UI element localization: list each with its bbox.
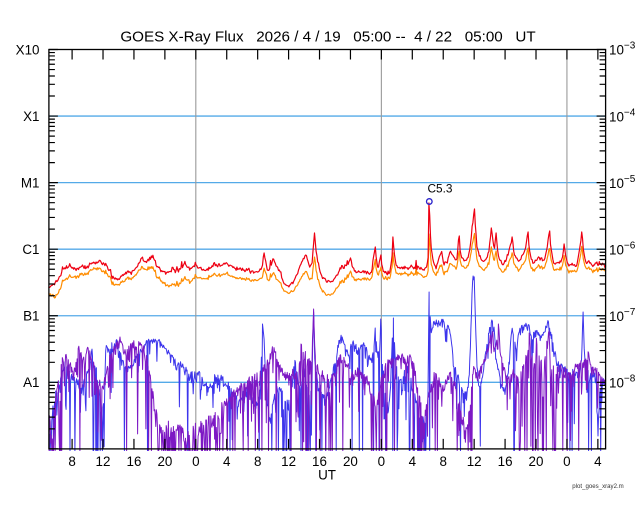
svg-text:4: 4 [223, 454, 231, 469]
svg-text:20: 20 [343, 454, 358, 469]
svg-text:16: 16 [312, 454, 327, 469]
svg-text:8: 8 [439, 454, 446, 469]
svg-text:16: 16 [127, 454, 142, 469]
svg-text:0: 0 [563, 454, 570, 469]
svg-text:16: 16 [498, 454, 513, 469]
svg-text:UT: UT [318, 468, 336, 483]
svg-text:A1: A1 [23, 375, 39, 390]
svg-text:8: 8 [254, 454, 261, 469]
svg-text:B1: B1 [23, 309, 39, 324]
svg-text:X1: X1 [23, 109, 39, 124]
svg-text:12: 12 [96, 454, 111, 469]
svg-text:GOES X-Ray Flux 2026 / 4 / 1: GOES X-Ray Flux 2026 / 4 / 19 05:00 -- 4… [120, 29, 535, 46]
svg-text:0: 0 [192, 454, 199, 469]
svg-text:20: 20 [157, 454, 172, 469]
svg-text:12: 12 [467, 454, 482, 469]
svg-text:C5.3: C5.3 [428, 182, 453, 196]
svg-text:0: 0 [378, 454, 385, 469]
svg-text:12: 12 [281, 454, 296, 469]
svg-text:4: 4 [409, 454, 417, 469]
svg-text:20: 20 [529, 454, 544, 469]
svg-text:4: 4 [594, 454, 602, 469]
svg-text:X10: X10 [16, 42, 40, 57]
svg-text:8: 8 [68, 454, 75, 469]
svg-text:plot_goes_xray2.m: plot_goes_xray2.m [572, 483, 624, 490]
svg-text:M1: M1 [21, 175, 40, 190]
svg-text:C1: C1 [22, 242, 39, 257]
